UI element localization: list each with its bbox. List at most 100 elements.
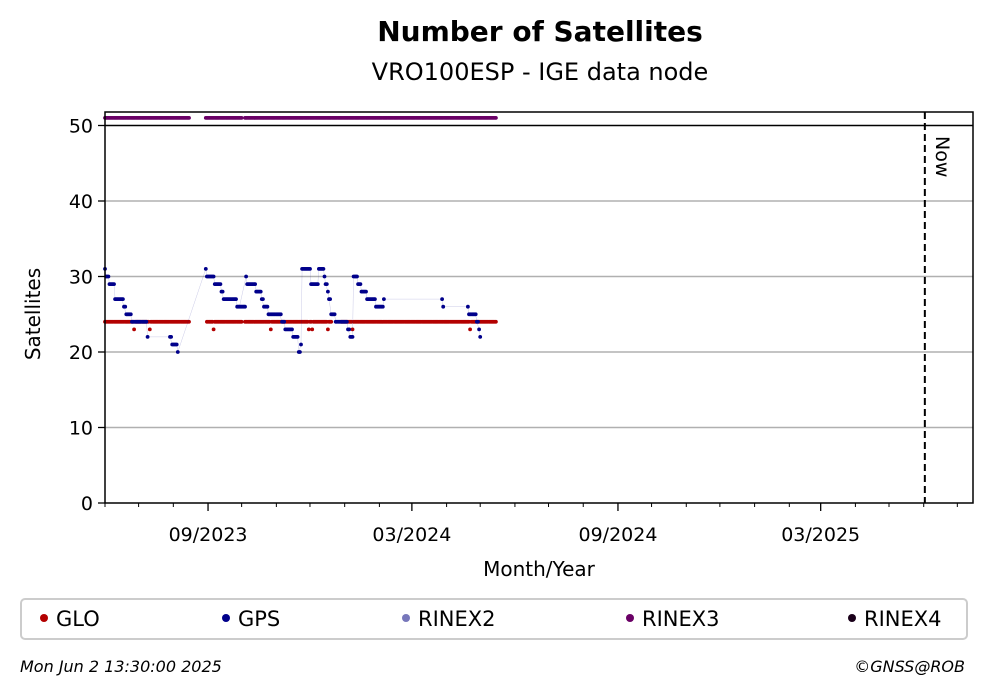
chart-subtitle: VRO100ESP - IGE data node <box>371 58 709 86</box>
gps-point <box>441 304 446 309</box>
legend-marker <box>848 614 856 622</box>
legend-item-rinex2: RINEX2 <box>402 600 496 638</box>
glo-point <box>239 319 244 324</box>
legend-marker <box>626 614 634 622</box>
gps-point <box>315 282 320 286</box>
y-tick-label: 40 <box>69 191 93 213</box>
x-axis-label: Month/Year <box>483 557 596 581</box>
gps-point <box>364 289 368 294</box>
gps-point <box>290 327 294 332</box>
gps-point <box>112 282 116 286</box>
x-tick-label: 03/2024 <box>372 524 451 546</box>
y-tick-label: 20 <box>69 342 93 364</box>
legend-marker <box>222 614 230 622</box>
gps-point <box>473 312 478 317</box>
gps-point <box>347 327 352 332</box>
gps-point <box>169 335 174 339</box>
glo-point <box>326 327 330 332</box>
gps-point <box>322 274 327 279</box>
legend-label: GLO <box>56 607 100 631</box>
gps-point <box>295 335 300 339</box>
gps-point <box>373 297 377 301</box>
glo-point <box>211 327 216 332</box>
gps-point <box>380 304 385 309</box>
gps-point <box>324 282 329 286</box>
legend-marker <box>402 614 410 622</box>
gps-point <box>253 282 257 286</box>
x-tick-label: 09/2023 <box>169 524 248 546</box>
glo-point <box>306 327 311 332</box>
y-tick-label: 30 <box>69 267 93 289</box>
gps-point <box>332 312 337 317</box>
plot-frame <box>104 111 974 504</box>
gps-point <box>350 335 355 339</box>
rinex3-point <box>239 116 244 120</box>
legend-item-glo: GLO <box>40 600 100 638</box>
gps-point <box>123 304 128 309</box>
gps-point <box>234 297 238 301</box>
legend-label: RINEX4 <box>864 607 942 631</box>
gps-point <box>220 289 225 294</box>
legend-item-rinex4: RINEX4 <box>848 600 942 638</box>
gps-point <box>261 297 265 301</box>
y-tick-label: 50 <box>69 116 93 138</box>
legend-item-rinex3: RINEX3 <box>626 600 720 638</box>
gps-point <box>244 274 249 279</box>
glo-point <box>468 327 472 332</box>
gps-point <box>298 350 302 354</box>
gps-point <box>328 297 332 301</box>
glo-point <box>268 327 273 332</box>
y-tick-label: 0 <box>81 493 93 515</box>
gps-line <box>104 268 481 353</box>
legend-label: RINEX3 <box>642 607 720 631</box>
gps-point <box>382 297 386 301</box>
gps-point <box>121 297 125 301</box>
glo-point <box>132 327 137 332</box>
gps-point <box>326 289 330 294</box>
gps-point <box>128 312 133 317</box>
gps-point <box>145 335 150 339</box>
glo-point <box>147 327 152 332</box>
gps-point <box>282 319 287 324</box>
gps-point <box>358 282 363 286</box>
gps-point <box>355 274 359 279</box>
gps-point <box>476 319 480 324</box>
gps-point <box>440 297 444 301</box>
chart-legend: GLO GPS RINEX2 RINEX3 RINEX4 <box>20 598 968 640</box>
legend-marker <box>40 614 48 622</box>
gps-point <box>203 267 208 271</box>
gps-point <box>144 319 149 324</box>
gps-point <box>466 304 470 309</box>
rinex3-point <box>187 116 191 120</box>
gps-point <box>243 304 247 309</box>
gps-point <box>345 319 349 324</box>
gps-point <box>299 342 303 347</box>
credit: ©GNSS@ROB <box>854 657 965 676</box>
legend-label: RINEX2 <box>418 607 496 631</box>
gps-point <box>218 282 223 286</box>
glo-point <box>494 319 498 324</box>
gps-point <box>477 327 481 332</box>
now-label: Now <box>931 136 953 177</box>
gps-point <box>106 274 111 279</box>
gps-point <box>211 274 216 279</box>
satellites-chart: 0 10 20 30 40 50 09/2023 03/2024 09/2024 03/2025 N… <box>21 111 974 581</box>
gps-point <box>308 267 312 271</box>
glo-point <box>187 319 191 324</box>
legend-label: GPS <box>238 607 281 631</box>
gps-point <box>478 335 483 339</box>
gps-point <box>265 304 270 309</box>
x-tick-label: 03/2025 <box>781 524 860 546</box>
rinex3-point <box>494 116 498 120</box>
gps-point <box>174 342 179 347</box>
y-axis-label: Satellites <box>21 268 45 360</box>
chart-title: Number of Satellites <box>377 15 703 48</box>
glo-point <box>350 327 355 332</box>
gps-point <box>321 267 326 271</box>
gps-point <box>258 289 263 294</box>
gps-point <box>175 350 180 354</box>
glo-point <box>329 319 334 324</box>
timestamp: Mon Jun 2 13:30:00 2025 <box>20 657 222 676</box>
x-tick-label: 09/2024 <box>578 524 657 546</box>
y-tick-label: 10 <box>69 418 93 440</box>
